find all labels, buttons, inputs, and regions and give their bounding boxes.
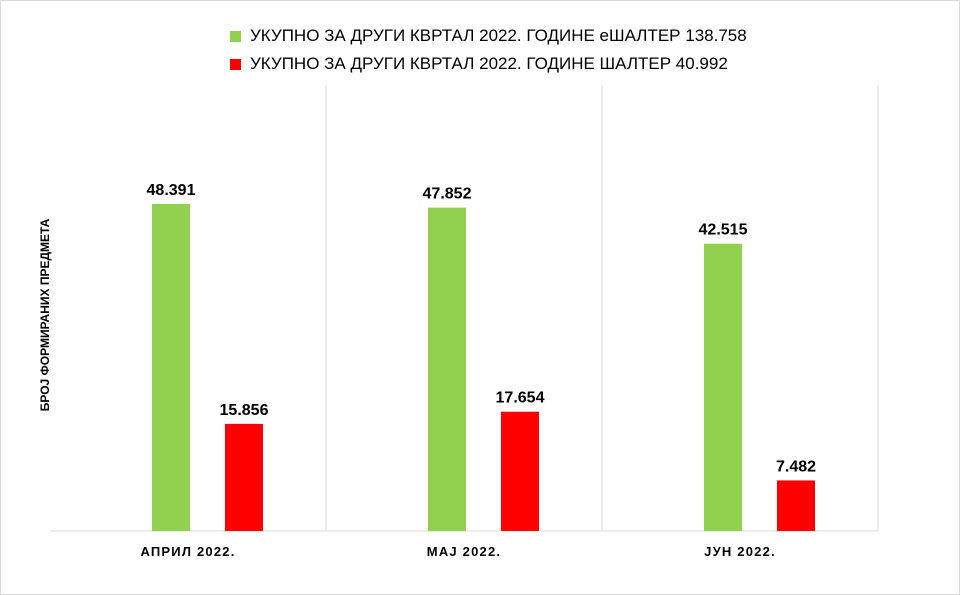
data-label-shalter: 17.654 <box>496 390 545 407</box>
bar-eshalter <box>428 207 466 532</box>
legend-label-shalter: УКУПНО ЗА ДРУГИ КВРТАЛ 2022. ГОДИНЕ ШАЛТ… <box>250 54 728 73</box>
bar-shalter <box>777 480 815 531</box>
legend: УКУПНО ЗА ДРУГИ КВРТАЛ 2022. ГОДИНЕ еШАЛ… <box>230 22 747 78</box>
x-tick-label: ЈУН 2022. <box>704 544 776 559</box>
bar-shalter <box>501 411 539 531</box>
legend-item-eshalter: УКУПНО ЗА ДРУГИ КВРТАЛ 2022. ГОДИНЕ еШАЛ… <box>230 22 747 50</box>
legend-label-eshalter: УКУПНО ЗА ДРУГИ КВРТАЛ 2022. ГОДИНЕ еШАЛ… <box>250 26 747 45</box>
data-label-shalter: 15.856 <box>220 402 269 419</box>
data-label-eshalter: 48.391 <box>147 182 196 199</box>
data-label-eshalter: 47.852 <box>423 186 472 203</box>
bar-eshalter <box>704 243 742 531</box>
data-label-shalter: 7.482 <box>776 458 816 475</box>
legend-swatch-eshalter <box>230 30 241 42</box>
bar-shalter <box>225 423 263 531</box>
legend-swatch-shalter <box>230 58 241 70</box>
bar-eshalter <box>152 203 190 532</box>
x-tick-label: АПРИЛ 2022. <box>140 544 235 559</box>
data-label-eshalter: 42.515 <box>699 222 748 239</box>
legend-item-shalter: УКУПНО ЗА ДРУГИ КВРТАЛ 2022. ГОДИНЕ ШАЛТ… <box>230 50 747 78</box>
x-tick-label: МАЈ 2022. <box>427 544 501 559</box>
